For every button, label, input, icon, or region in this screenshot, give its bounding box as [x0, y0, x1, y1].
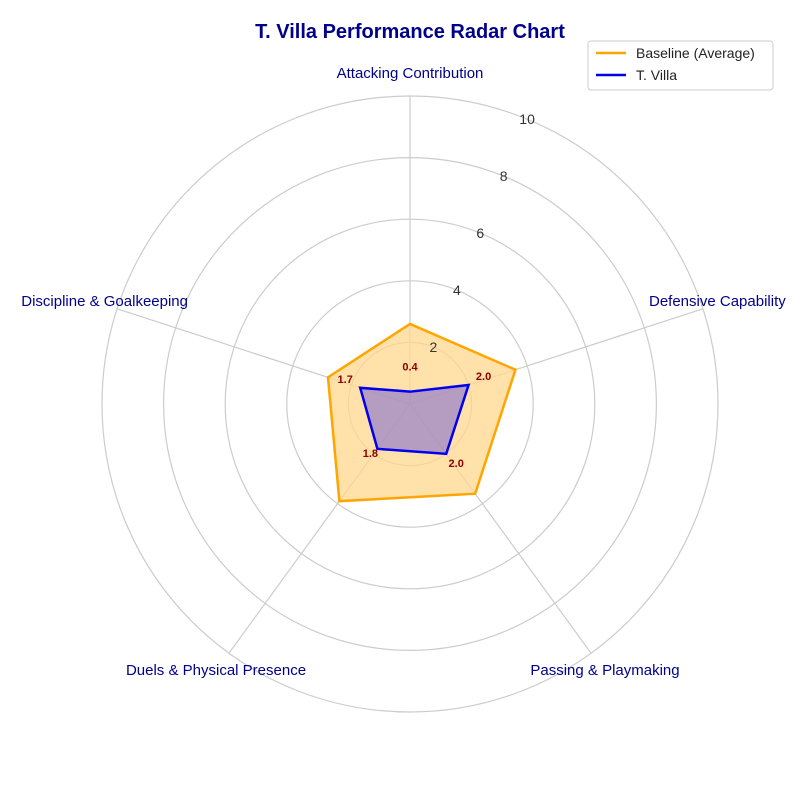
- series-layer: [326, 322, 517, 503]
- radial-tick-labels: 2 4 6 8 10: [430, 111, 536, 355]
- series-area-1: [360, 384, 469, 454]
- legend-frame: [587, 40, 774, 91]
- data-label-villa: 1.8: [363, 448, 378, 460]
- chart-title: T. Villa Performance Radar Chart: [255, 21, 565, 43]
- axis-label-duels: Duels & Physical Presence: [126, 662, 306, 679]
- radial-tick-label: 8: [500, 168, 508, 184]
- axis-label-defensive: Defensive Capability: [649, 293, 786, 310]
- data-label-villa: 2.0: [449, 458, 464, 470]
- axis-label-discipline: Discipline & Goalkeeping: [21, 293, 188, 310]
- series-line-1: [358, 383, 471, 456]
- legend-label-baseline: Baseline (Average): [636, 45, 755, 61]
- axis-label-attacking: Attacking Contribution: [337, 65, 484, 82]
- radial-tick-label: 4: [453, 282, 461, 298]
- axis-label-passing: Passing & Playmaking: [530, 662, 679, 679]
- data-label-villa: 2.0: [476, 371, 491, 383]
- series-line-0: [326, 322, 517, 503]
- legend-label-villa: T. Villa: [636, 67, 677, 83]
- data-label-villa: 0.4: [402, 362, 418, 374]
- data-label-villa: 1.7: [338, 374, 353, 386]
- axis-labels: Attacking Contribution Defensive Capabil…: [21, 65, 786, 679]
- legend: Baseline (Average) T. Villa: [587, 40, 774, 91]
- radial-tick-label: 6: [476, 225, 484, 241]
- radial-tick-label: 2: [430, 339, 438, 355]
- data-labels: 0.4 2.0 2.0 1.8 1.7: [338, 362, 492, 470]
- radial-tick-label: 10: [519, 111, 535, 127]
